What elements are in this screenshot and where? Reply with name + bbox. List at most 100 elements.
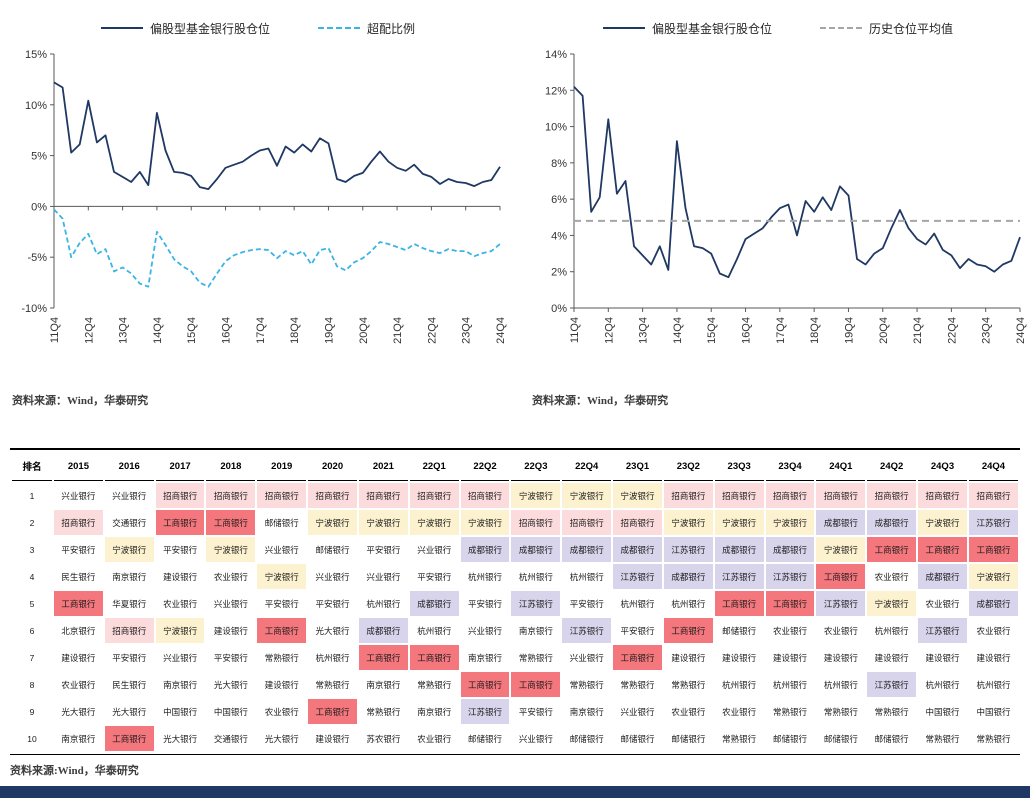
bank-cell: 建设银行 xyxy=(663,645,713,670)
bank-cell: 兴业银行 xyxy=(358,564,408,589)
table-row: 10 南京银行 工商银行 光大银行 交通银行 光大银行 建设银行 苏农银行 农业银行 邮储银行 兴业… xyxy=(12,726,1018,751)
rank-cell: 10 xyxy=(27,733,37,744)
bank-cell: 中国银行 xyxy=(968,699,1018,724)
x-tick-label: 20Q4 xyxy=(358,317,370,344)
bank-cell: 宁波银行 xyxy=(460,510,510,535)
table-row: 2 招商银行 交通银行 工商银行 工商银行 邮储银行 宁波银行 宁波银行 宁波银行 宁波银行 招商银… xyxy=(12,510,1018,535)
x-tick-label: 20Q4 xyxy=(878,317,890,344)
bank-cell: 邮储银行 xyxy=(663,726,713,751)
bank-cell: 南京银行 xyxy=(409,699,459,724)
bank-cell: 建设银行 xyxy=(968,645,1018,670)
table-row: 3 平安银行 宁波银行 平安银行 宁波银行 兴业银行 邮储银行 平安银行 兴业银行 成都银行 成都银… xyxy=(12,537,1018,562)
legend-label: 历史仓位平均值 xyxy=(869,21,954,36)
x-tick-label: 15Q4 xyxy=(706,317,718,344)
bank-cell: 宁波银行 xyxy=(714,510,764,535)
bank-cell: 工商银行 xyxy=(816,564,866,589)
bank-cell: 工商银行 xyxy=(867,537,917,562)
bank-cell: 兴业银行 xyxy=(54,483,103,508)
bank-cell: 南京银行 xyxy=(54,726,103,751)
x-tick-label: 23Q4 xyxy=(461,317,473,344)
bank-cell: 杭州银行 xyxy=(765,672,815,697)
bank-cell: 兴业银行 xyxy=(206,591,256,616)
bank-cell: 南京银行 xyxy=(155,672,205,697)
period-column-header: 22Q3 xyxy=(511,452,561,481)
bank-cell: 成都银行 xyxy=(562,537,612,562)
bank-cell: 招商银行 xyxy=(308,483,357,508)
x-tick-label: 22Q4 xyxy=(946,317,958,344)
bank-cell: 杭州银行 xyxy=(918,672,967,697)
period-column-header: 24Q4 xyxy=(968,452,1018,481)
bank-cell: 常熟银行 xyxy=(765,699,815,724)
bank-cell: 江苏银行 xyxy=(765,564,815,589)
legend-label: 偏股型基金银行股仓位 xyxy=(149,21,270,36)
table-source-note: 资料来源:Wind，华泰研究 xyxy=(10,765,139,777)
x-tick-label: 15Q4 xyxy=(186,317,198,344)
bank-cell: 邮储银行 xyxy=(308,537,357,562)
bank-cell: 兴业银行 xyxy=(511,726,561,751)
x-tick-label: 24Q4 xyxy=(1015,317,1027,344)
x-tick-label: 18Q4 xyxy=(289,317,301,344)
series-line xyxy=(573,86,1021,279)
bank-cell: 成都银行 xyxy=(968,591,1018,616)
bank-cell: 常熟银行 xyxy=(816,699,866,724)
bank-cell: 成都银行 xyxy=(918,564,967,589)
bank-cell: 南京银行 xyxy=(562,699,612,724)
bank-cell: 招商银行 xyxy=(104,618,154,643)
bank-cell: 工商银行 xyxy=(104,726,154,751)
bank-cell: 苏农银行 xyxy=(358,726,408,751)
bank-cell: 中国银行 xyxy=(155,699,205,724)
bank-cell: 招商银行 xyxy=(765,483,815,508)
bank-cell: 成都银行 xyxy=(409,591,459,616)
x-tick-label: 17Q4 xyxy=(255,317,267,344)
chart-legend: 偏股型基金银行股仓位 超配比例 xyxy=(8,16,508,40)
x-tick-label: 14Q4 xyxy=(152,317,164,344)
bank-cell: 平安银行 xyxy=(409,564,459,589)
period-column-header: 2017 xyxy=(155,452,205,481)
bank-cell: 江苏银行 xyxy=(613,564,662,589)
legend-item: 历史仓位平均值 xyxy=(820,20,953,37)
bank-cell: 杭州银行 xyxy=(511,564,561,589)
bank-cell: 中国银行 xyxy=(918,699,967,724)
bank-cell: 常熟银行 xyxy=(714,726,764,751)
x-tick-label: 12Q4 xyxy=(603,317,615,344)
bank-cell: 农业银行 xyxy=(663,699,713,724)
bank-cell: 宁波银行 xyxy=(968,564,1018,589)
bank-cell: 邮储银行 xyxy=(562,726,612,751)
y-tick-label: -5% xyxy=(27,252,47,264)
bank-cell: 工商银行 xyxy=(257,618,307,643)
bank-cell: 宁波银行 xyxy=(867,591,917,616)
table-row: 5 工商银行 华夏银行 农业银行 兴业银行 平安银行 平安银行 杭州银行 成都银行 平安银行 江苏银… xyxy=(12,591,1018,616)
bank-cell: 宁波银行 xyxy=(816,537,866,562)
bank-cell: 平安银行 xyxy=(511,699,561,724)
bank-cell: 华夏银行 xyxy=(104,591,154,616)
bank-cell: 南京银行 xyxy=(358,672,408,697)
line-chart-position-overweight: 15% 10% 5% 0% -5% -10%11Q4 12Q4 13Q4 14Q4 15Q4 16Q… xyxy=(21,49,507,344)
x-tick-label: 22Q4 xyxy=(426,317,438,344)
bank-cell: 兴业银行 xyxy=(104,483,154,508)
bank-cell: 兴业银行 xyxy=(613,699,662,724)
bank-cell: 宁波银行 xyxy=(613,483,662,508)
legend-item: 偏股型基金银行股仓位 xyxy=(602,20,772,37)
bank-cell: 宁波银行 xyxy=(358,510,408,535)
bank-cell: 光大银行 xyxy=(155,726,205,751)
x-tick-label: 24Q4 xyxy=(495,317,507,344)
bank-cell: 邮储银行 xyxy=(613,726,662,751)
bank-cell: 工商银行 xyxy=(663,618,713,643)
bank-cell: 江苏银行 xyxy=(663,537,713,562)
bank-cell: 成都银行 xyxy=(714,537,764,562)
bank-cell: 招商银行 xyxy=(663,483,713,508)
bank-cell: 中国银行 xyxy=(206,699,256,724)
bank-cell: 邮储银行 xyxy=(714,618,764,643)
bank-cell: 招商银行 xyxy=(460,483,510,508)
x-tick-label: 11Q4 xyxy=(569,317,581,343)
x-tick-label: 23Q4 xyxy=(981,317,993,344)
period-column-header: 23Q4 xyxy=(765,452,815,481)
bank-cell: 邮储银行 xyxy=(765,726,815,751)
bank-cell: 工商银行 xyxy=(206,510,256,535)
bank-cell: 邮储银行 xyxy=(460,726,510,751)
bank-cell: 光大银行 xyxy=(54,699,103,724)
bank-cell: 江苏银行 xyxy=(918,618,967,643)
bank-cell: 江苏银行 xyxy=(714,564,764,589)
bank-cell: 平安银行 xyxy=(308,591,357,616)
y-tick-label: 10% xyxy=(545,122,567,134)
